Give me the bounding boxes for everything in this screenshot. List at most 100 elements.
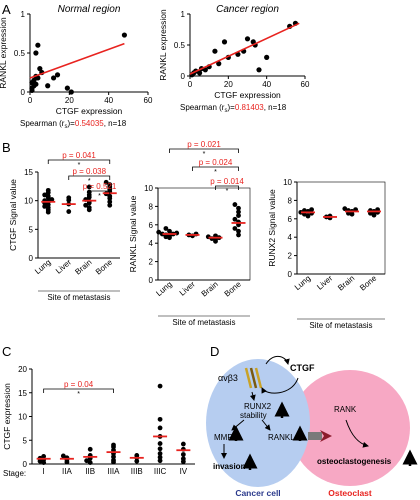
panel-label-a: A (2, 2, 11, 17)
x-tick-label: Liver (315, 273, 334, 291)
y-axis-label: RUNX2 Signal value (267, 189, 277, 267)
integrin-label: αvβ3 (218, 373, 238, 383)
integrin-receptor-icon (244, 367, 263, 389)
y-tick-label: 1 (181, 10, 186, 19)
data-point (163, 226, 169, 231)
y-tick-label: 6 (288, 215, 293, 224)
data-point (42, 192, 48, 198)
x-tick-label: Liver (178, 279, 197, 297)
spearman-mid: )= (67, 119, 75, 128)
data-point (167, 228, 172, 234)
data-point (51, 75, 57, 81)
data-point (87, 460, 93, 465)
significance-bracket (88, 190, 111, 195)
significance-star: * (98, 193, 101, 200)
data-point (41, 454, 47, 459)
y-tick-label: 0 (181, 72, 186, 81)
data-point (196, 70, 203, 76)
chart-title: Normal region (58, 4, 121, 15)
data-point (236, 205, 241, 211)
y-tick-label: 15 (18, 389, 27, 398)
data-point (156, 229, 162, 235)
data-point (45, 193, 51, 199)
y-tick-label: 4 (288, 233, 293, 242)
data-point (134, 453, 140, 458)
y-tick-label: 1 (21, 10, 26, 19)
x-tick-label: 60 (301, 80, 310, 89)
data-point (236, 228, 241, 234)
data-point (54, 72, 61, 78)
mmps-label: MMPs (214, 433, 237, 442)
fit-line (189, 22, 300, 75)
spearman-value: 0.81403 (235, 103, 264, 112)
secretion-bar-icon (308, 432, 322, 440)
data-point (157, 383, 163, 389)
x-tick-label: IIIC (154, 467, 167, 476)
x-tick-label: Bone (223, 279, 244, 298)
y-axis-label: CTGF expression (2, 383, 12, 450)
y-tick-label: 2 (288, 252, 293, 261)
data-point (244, 36, 251, 42)
x-tick-label: Liver (54, 257, 73, 275)
data-point (66, 195, 72, 201)
y-tick-label: 5 (23, 436, 28, 445)
data-point (111, 457, 116, 463)
data-point (236, 209, 241, 215)
data-point (86, 205, 92, 210)
p-value-label: p = 0.014 (210, 177, 244, 186)
x-tick-label: Brain (200, 280, 220, 299)
data-point (298, 209, 304, 215)
data-point (86, 184, 92, 190)
y-tick-label: 5 (29, 225, 34, 234)
significance-bracket (68, 175, 111, 180)
data-point (180, 441, 186, 447)
data-point (84, 458, 90, 464)
data-point (111, 442, 116, 448)
strip-runx2-by-site: 0 2 4 6 8 10 Lung Liver Brain Bone Site of metasta… (267, 178, 386, 330)
osteoclast-label: Osteoclast (328, 488, 372, 498)
rank-label: RANK (334, 405, 357, 414)
p-value-label: p = 0.024 (199, 158, 233, 167)
y-axis-label: RANKL expression (158, 9, 168, 81)
stage-label: Stage: (3, 469, 26, 478)
invasion-label: invasion (213, 462, 246, 471)
data-point (236, 232, 241, 238)
data-point (157, 416, 163, 422)
y-tick-label: 0 (21, 88, 26, 97)
osteoclastogenesis-label: osteoclastogenesis (317, 457, 392, 466)
data-point (42, 204, 48, 209)
y-tick-label: 0 (288, 270, 293, 279)
spearman-prefix: Spearman (r (180, 103, 225, 112)
spearman-value: 0.54035 (75, 119, 104, 128)
x-tick-label: 40 (262, 80, 271, 89)
y-axis-label: RANKL expression (0, 17, 8, 89)
spearman-sub: s (64, 124, 67, 130)
x-tick-label: IIA (62, 467, 72, 476)
y-tick-label: 0.5 (14, 49, 26, 58)
data-point (64, 85, 70, 91)
x-axis-label: Site of metastasis (309, 321, 372, 330)
significance-star: * (203, 151, 206, 158)
x-tick-label: Lung (154, 280, 173, 298)
data-point (134, 458, 140, 464)
significance-bracket (47, 159, 111, 164)
runx2-stability-label: stability (240, 411, 267, 420)
y-axis-label: RANKL Signal value (128, 195, 138, 272)
y-tick-label: 10 (18, 413, 27, 422)
y-tick-label: 10 (24, 197, 33, 206)
x-axis-label: Site of metastasis (172, 318, 235, 327)
data-point (107, 193, 113, 199)
spearman-sub: s (224, 108, 227, 114)
pathway-diagram: αvβ3 CTGF RUNX2 stability MMPs RANKL inv… (206, 356, 418, 498)
data-point (212, 48, 218, 54)
x-axis-label: CTGF expression (214, 90, 281, 100)
scatter-cancer-region: Cancer region 0 20 40 60 0 0.5 1 CTGF expression… (158, 4, 310, 114)
data-point (45, 83, 51, 89)
significance-star: * (214, 169, 217, 176)
x-tick-label: 0 (28, 96, 33, 105)
data-point (342, 206, 348, 212)
y-tick-label: 0 (23, 460, 28, 469)
x-tick-label: IIIA (107, 467, 120, 476)
x-tick-label: Brain (73, 258, 93, 277)
